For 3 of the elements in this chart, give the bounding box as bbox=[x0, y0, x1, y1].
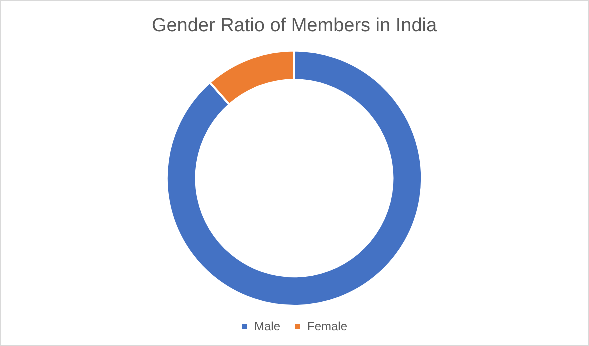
legend-label: Female bbox=[308, 319, 348, 334]
legend-label: Male bbox=[254, 319, 281, 334]
chart-title: Gender Ratio of Members in India bbox=[152, 16, 438, 37]
